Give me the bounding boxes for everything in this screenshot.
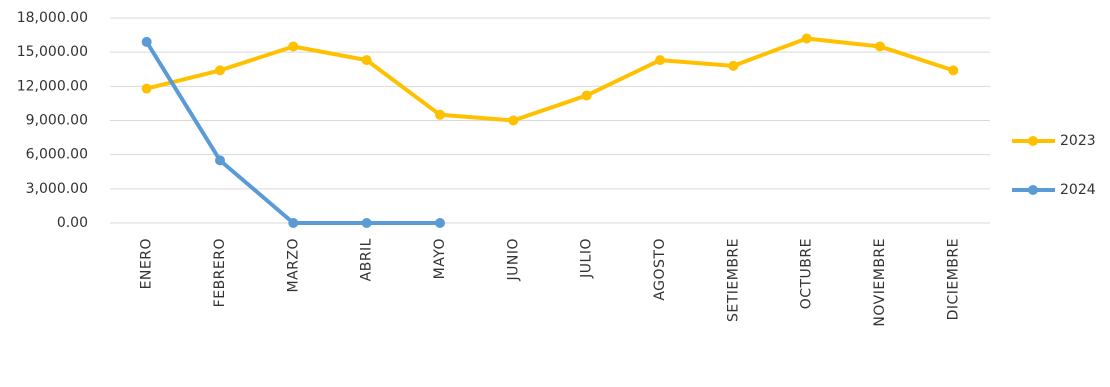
legend-label: 2023 <box>1060 133 1096 149</box>
series-line <box>146 36 954 123</box>
x-tick-label: DICIEMBRE <box>945 238 961 320</box>
point <box>875 41 885 52</box>
y-tick-label: 15,000.00 <box>17 44 88 60</box>
y-tick-label: 6,000.00 <box>26 147 88 163</box>
point <box>581 90 592 101</box>
point <box>801 33 812 44</box>
point <box>435 109 445 120</box>
x-tick-label: MARZO <box>285 238 301 293</box>
x-tick-label: ABRIL <box>359 238 375 281</box>
point <box>215 65 225 76</box>
x-tick-label: ENERO <box>139 238 155 289</box>
point <box>728 60 739 71</box>
legend-marker <box>1028 136 1038 146</box>
series-line <box>144 40 440 225</box>
y-tick-label: 3,000.00 <box>26 181 88 197</box>
y-tick-label: 0.00 <box>57 215 88 231</box>
x-tick-label: MAYO <box>432 238 448 279</box>
point <box>288 41 299 52</box>
x-tick-label: AGOSTO <box>652 238 668 301</box>
point <box>655 55 665 66</box>
y-tick-label: 12,000.00 <box>17 78 88 94</box>
point <box>361 55 372 66</box>
x-tick-label: FEBRERO <box>212 238 228 307</box>
point <box>361 218 372 228</box>
x-tick-label: JUNIO <box>505 238 521 282</box>
y-tick-label: 18,000.00 <box>17 10 88 26</box>
legend-marker <box>1028 185 1038 195</box>
point <box>288 218 299 228</box>
x-tick-label: JULIO <box>579 238 595 279</box>
point <box>141 83 152 94</box>
x-tick-label: SETIEMBRE <box>725 238 741 322</box>
point <box>435 218 445 228</box>
y-tick-label: 9,000.00 <box>26 113 88 129</box>
point <box>508 115 519 126</box>
legend-label: 2024 <box>1060 182 1096 198</box>
x-tick-label: OCTUBRE <box>799 238 815 309</box>
point <box>141 36 152 47</box>
x-tick-label: NOVIEMBRE <box>872 238 888 327</box>
point <box>215 155 225 166</box>
point <box>948 65 959 76</box>
